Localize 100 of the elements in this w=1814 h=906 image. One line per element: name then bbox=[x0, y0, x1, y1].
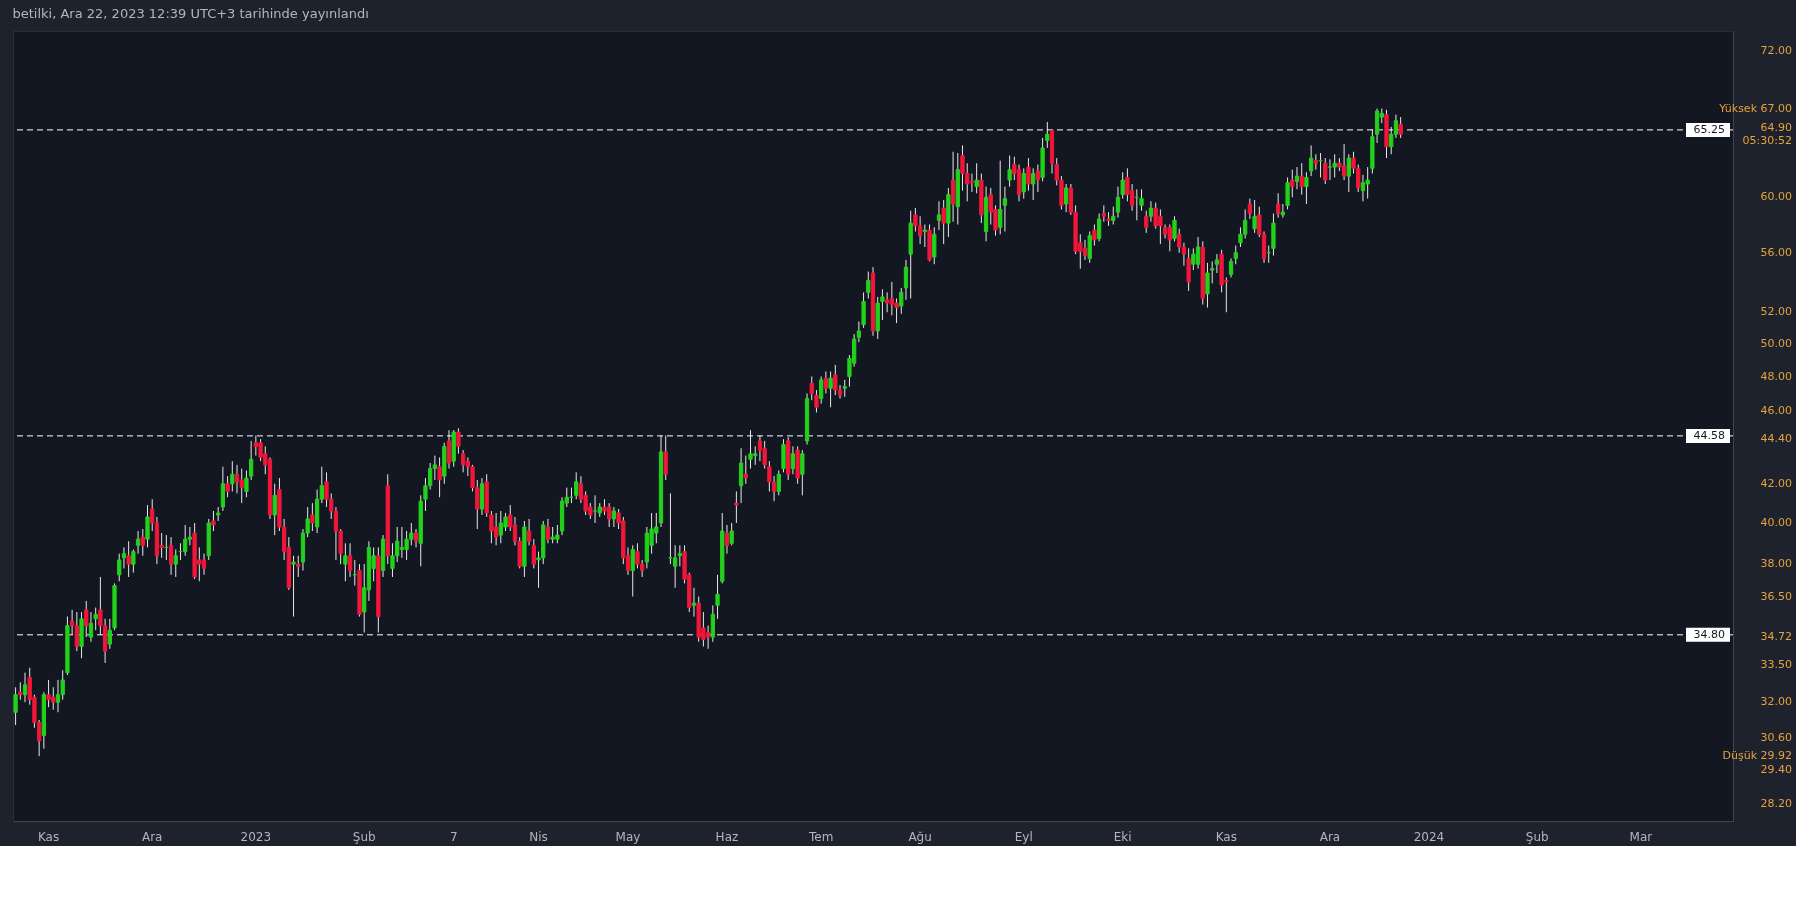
candlestick bbox=[715, 574, 720, 620]
x-tick-label: 2024 bbox=[1413, 829, 1445, 844]
candlestick bbox=[74, 611, 79, 652]
y-tick-label: 30.60 bbox=[1760, 731, 1792, 745]
candlestick bbox=[84, 600, 89, 638]
candlestick bbox=[1304, 171, 1309, 205]
candlestick bbox=[932, 226, 937, 265]
candlestick bbox=[592, 494, 598, 524]
candlestick bbox=[1035, 163, 1041, 193]
x-tick-label: Tem bbox=[807, 829, 834, 844]
candlestick bbox=[814, 389, 819, 413]
candlestick bbox=[230, 460, 235, 492]
candlestick bbox=[88, 611, 94, 643]
y-tick-label: 28.20 bbox=[1760, 796, 1792, 810]
candlestick bbox=[1323, 157, 1328, 185]
candlestick bbox=[126, 540, 131, 578]
candlestick bbox=[950, 151, 956, 223]
candlestick bbox=[1186, 247, 1191, 292]
y-tick-label: 38.00 bbox=[1760, 557, 1792, 571]
y-tick-label: 42.00 bbox=[1760, 476, 1792, 490]
x-tick-label: Nis bbox=[529, 829, 548, 844]
candlestick bbox=[456, 427, 461, 455]
candlestick bbox=[738, 447, 744, 504]
candlestick bbox=[446, 429, 452, 470]
candlestick bbox=[635, 542, 640, 569]
candlestick bbox=[1031, 167, 1036, 201]
candlestick bbox=[1290, 169, 1295, 198]
candlestick bbox=[220, 466, 226, 512]
candlestick bbox=[1195, 236, 1201, 270]
candlestick bbox=[460, 449, 466, 473]
candlestick bbox=[1365, 166, 1370, 200]
x-tick-label: Kas bbox=[37, 829, 60, 844]
candlestick bbox=[866, 271, 871, 299]
candlestick bbox=[819, 376, 824, 405]
y-tick-label: 33.50 bbox=[1760, 658, 1792, 672]
candlestick bbox=[724, 524, 730, 555]
candlestick bbox=[762, 440, 767, 470]
candlestick bbox=[1299, 162, 1304, 196]
x-tick-label: Eki bbox=[1113, 829, 1132, 844]
candlestick bbox=[107, 618, 112, 650]
y-tick-label: Düşük 29.92 bbox=[1722, 749, 1792, 763]
y-tick-label: 72.00 bbox=[1760, 43, 1792, 57]
candlestick bbox=[1327, 158, 1333, 181]
candlestick bbox=[828, 371, 833, 408]
candlestick bbox=[880, 288, 885, 321]
candlestick bbox=[790, 445, 796, 475]
y-tick-label: 46.00 bbox=[1760, 403, 1792, 417]
x-tick-label: Haz bbox=[715, 829, 739, 844]
x-tick-label: 2023 bbox=[240, 829, 272, 844]
candlestick bbox=[1082, 239, 1088, 261]
candlestick bbox=[399, 526, 405, 559]
candlestick bbox=[531, 538, 536, 569]
candlestick bbox=[1252, 199, 1257, 234]
candlestick bbox=[677, 544, 682, 567]
candlestick bbox=[1172, 215, 1177, 242]
candlestick bbox=[55, 679, 61, 713]
y-tick-label: 29.40 bbox=[1760, 763, 1792, 777]
candlestick bbox=[1205, 262, 1210, 309]
candlestick bbox=[211, 510, 216, 532]
candlestick bbox=[672, 544, 678, 589]
x-tick-label: Ara bbox=[1319, 829, 1341, 844]
y-tick-label: 34.72 bbox=[1760, 629, 1792, 643]
candlestick bbox=[140, 528, 145, 557]
candlestick bbox=[691, 587, 697, 618]
candlestick bbox=[1148, 200, 1154, 223]
candlestick bbox=[1087, 230, 1092, 264]
y-tick-label: 48.00 bbox=[1760, 369, 1792, 383]
y-tick-label: 50.00 bbox=[1760, 336, 1792, 350]
candlestick bbox=[545, 518, 551, 544]
candlestick bbox=[22, 672, 28, 703]
candlestick bbox=[743, 455, 748, 485]
candlestick bbox=[239, 468, 244, 504]
candlestick bbox=[941, 199, 946, 245]
x-tick-label: Şub bbox=[352, 829, 376, 844]
candlestick bbox=[1002, 186, 1008, 232]
candlestick bbox=[1341, 143, 1347, 181]
y-tick-label: 60.00 bbox=[1760, 190, 1792, 204]
candlestick bbox=[574, 471, 579, 500]
candlestick bbox=[1346, 153, 1351, 193]
candlestick bbox=[1096, 213, 1102, 242]
candlestick bbox=[1332, 153, 1337, 178]
candlestick bbox=[800, 449, 805, 496]
candlestick bbox=[201, 553, 207, 576]
y-tick-label: 32.00 bbox=[1760, 695, 1792, 709]
candlestick bbox=[936, 200, 942, 231]
candlestick bbox=[1045, 121, 1050, 149]
candlestick bbox=[489, 510, 494, 544]
candlestick bbox=[343, 542, 348, 582]
candlestick bbox=[630, 544, 635, 597]
ref-line-label: 34.80 bbox=[1693, 627, 1725, 641]
candlestick bbox=[1026, 157, 1031, 192]
candlestick bbox=[894, 297, 899, 324]
x-tick-label: Kas bbox=[1215, 829, 1237, 844]
candlestick bbox=[1167, 224, 1172, 252]
chart-title: betilki, Ara 22, 2023 12:39 UTC+3 tarihinde yayınlandı bbox=[12, 6, 369, 21]
candlestick bbox=[823, 371, 829, 394]
y-tick-label: 36.50 bbox=[1760, 589, 1792, 603]
candlestick bbox=[705, 625, 711, 650]
candlestick bbox=[922, 224, 927, 248]
x-tick-label: Mar bbox=[1629, 829, 1653, 844]
